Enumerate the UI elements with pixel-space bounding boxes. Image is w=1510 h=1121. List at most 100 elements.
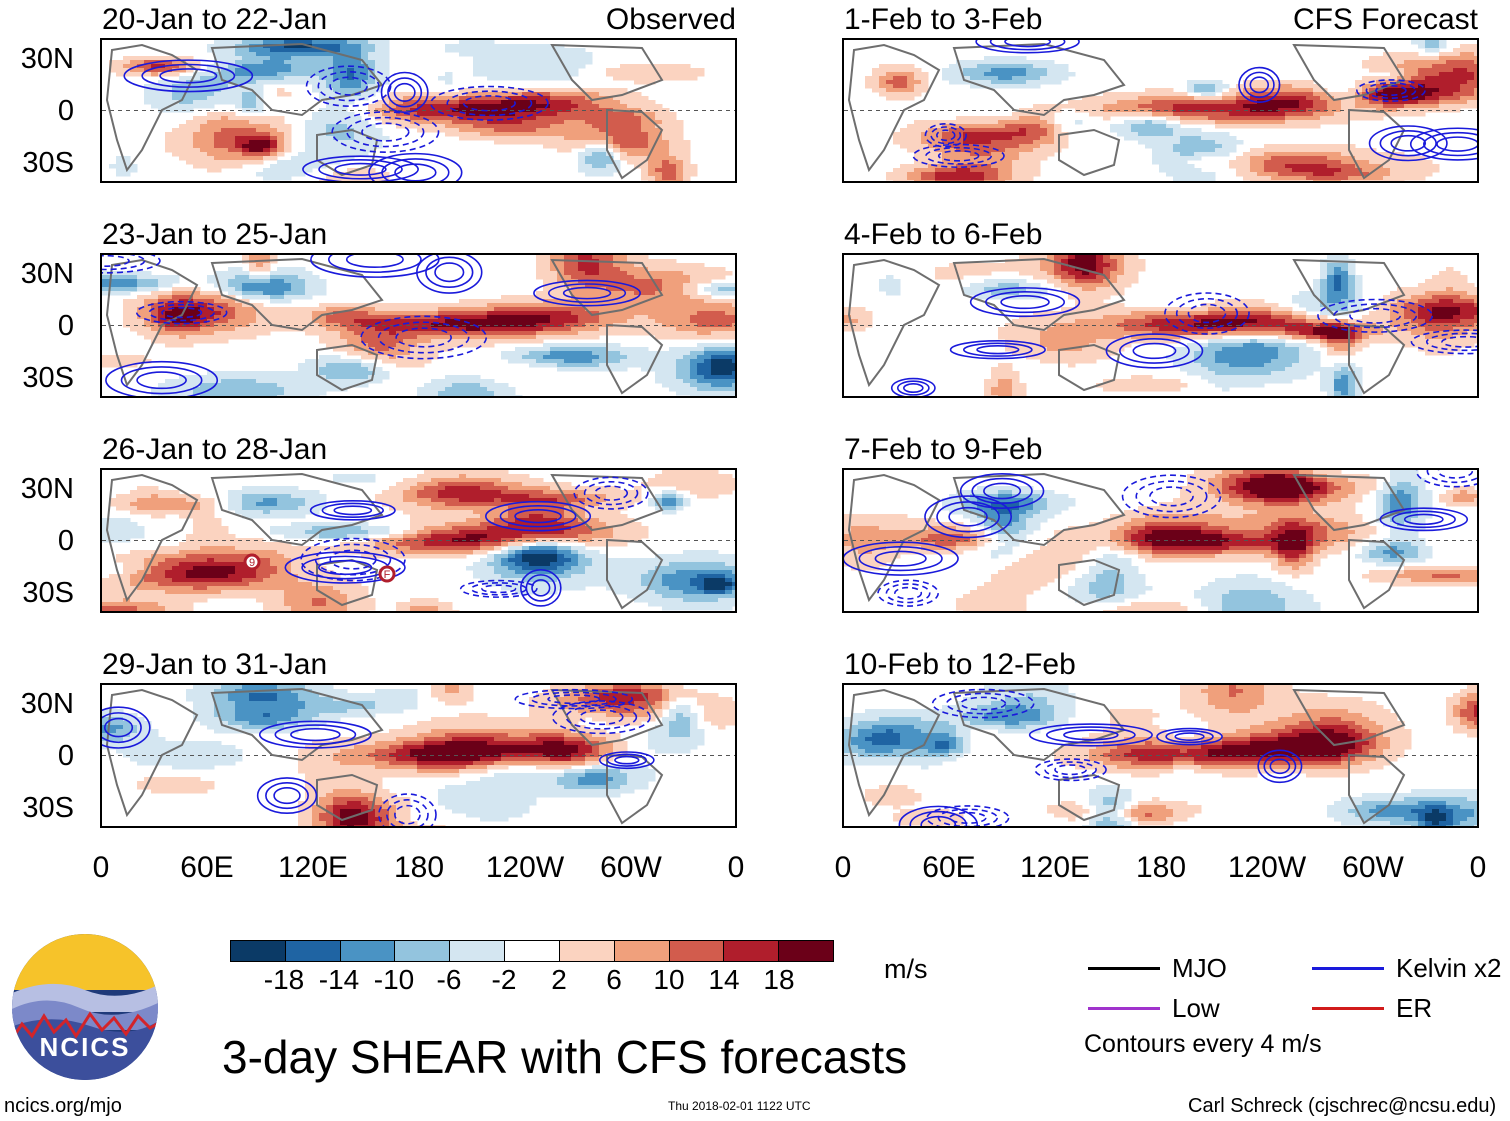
- kelvin-contour: [959, 472, 1045, 509]
- coastline: [316, 773, 379, 822]
- ncics-logo[interactable]: NCICS: [10, 932, 160, 1082]
- forecast-label: CFS Forecast: [1292, 3, 1478, 36]
- coastline: [606, 538, 664, 610]
- kelvin-contour: [877, 579, 939, 607]
- colorbar-tick: -14: [318, 964, 360, 995]
- coastline: [847, 43, 941, 173]
- legend-kelvin-line: [1312, 967, 1384, 970]
- kelvin-contour: [377, 321, 470, 354]
- coastline: [952, 257, 1126, 332]
- kelvin-contour: [896, 380, 930, 396]
- coastline: [1348, 538, 1406, 610]
- contour-note: Contours every 4 m/s: [1084, 1030, 1322, 1058]
- lon-label-0: 0: [92, 851, 110, 884]
- coastline: [105, 43, 199, 173]
- kelvin-contour: [936, 501, 1000, 533]
- lat-label-30s: 30S: [22, 577, 74, 609]
- kelvin-contour: [378, 793, 437, 826]
- kelvin-contour: [903, 383, 924, 394]
- site-link[interactable]: ncics.org/mjo: [4, 1095, 122, 1117]
- kelvin-contour: [102, 255, 161, 274]
- kelvin-contour: [885, 583, 931, 604]
- kelvin-contour: [936, 129, 956, 142]
- kelvin-contour: [1269, 758, 1291, 775]
- storm-marker-label: F: [384, 569, 391, 581]
- observed-label: Observed: [605, 3, 736, 36]
- kelvin-contour: [983, 482, 1022, 500]
- kelvin-contour: [962, 342, 1033, 357]
- kelvin-contour: [105, 360, 219, 396]
- map-panel-obs-1: [100, 38, 737, 183]
- kelvin-contour: [274, 724, 357, 745]
- kelvin-contour: [1375, 85, 1407, 96]
- kelvin-contour: [345, 255, 404, 269]
- coastline: [210, 42, 384, 117]
- kelvin-contour: [937, 808, 998, 826]
- kelvin-contour: [533, 279, 641, 307]
- kelvin-contour: [1054, 764, 1087, 776]
- lon-label-60w: 60W: [600, 851, 662, 884]
- lon-label-120e: 120E: [277, 851, 349, 884]
- kelvin-contour: [393, 82, 416, 102]
- kelvin-contour: [273, 787, 301, 805]
- coastline: [550, 688, 664, 747]
- kelvin-contour: [395, 327, 452, 348]
- colorbar-swatch: [340, 941, 396, 961]
- kelvin-contour: [844, 541, 959, 576]
- lat-label-30s: 30S: [22, 147, 74, 179]
- lat-label-30s: 30S: [22, 792, 74, 824]
- coastline: [210, 687, 384, 762]
- panel-title-fcst-1: 1-Feb to 3-Feb: [844, 3, 1043, 36]
- kelvin-contour: [386, 799, 429, 826]
- kelvin-contour: [894, 586, 923, 600]
- kelvin-contour: [368, 152, 463, 181]
- lon-label-180: 180: [393, 851, 445, 884]
- panel-title-fcst-4: 10-Feb to 12-Feb: [844, 648, 1076, 681]
- coastline: [952, 472, 1126, 547]
- lat-label-eq: 0: [57, 525, 74, 557]
- kelvin-contour: [333, 505, 373, 516]
- kelvin-contour: [606, 753, 648, 767]
- kelvin-contour: [321, 502, 384, 518]
- coastline: [1292, 473, 1406, 532]
- kelvin-contour: [1263, 753, 1297, 779]
- kelvin-contour: [547, 283, 627, 303]
- kelvin-contour: [1403, 513, 1444, 526]
- coastline: [105, 473, 199, 603]
- storm-marker: [243, 553, 261, 571]
- legend-mjo: MJO: [1088, 953, 1227, 984]
- kelvin-contour: [485, 500, 592, 532]
- coastline: [105, 688, 199, 818]
- map-panel-obs-4: [100, 683, 737, 828]
- colorbar-swatch: [724, 941, 780, 961]
- lon-label-0: 0: [834, 851, 852, 884]
- kelvin-contour: [309, 500, 396, 521]
- kelvin-contour: [1045, 726, 1136, 744]
- colorbar-swatch: [395, 941, 451, 961]
- kelvin-contour: [1132, 342, 1177, 360]
- kelvin-contour: [258, 720, 372, 749]
- colorbar-tick: -10: [373, 964, 415, 995]
- kelvin-contour: [931, 688, 1035, 719]
- coastline: [1292, 43, 1406, 102]
- kelvin-contour: [380, 71, 429, 114]
- kelvin-contour: [525, 574, 557, 602]
- kelvin-contour: [416, 255, 483, 294]
- kelvin-contour: [305, 65, 392, 107]
- kelvin-contour: [1135, 480, 1208, 513]
- colorbar: [230, 940, 834, 962]
- kelvin-contour: [346, 116, 425, 148]
- coastline: [1058, 343, 1121, 392]
- kelvin-contour: [459, 579, 538, 598]
- kelvin-contour: [1004, 40, 1052, 48]
- coastline: [316, 343, 379, 392]
- kelvin-contour: [985, 291, 1066, 314]
- kelvin-contour: [1028, 723, 1153, 747]
- map-panel-obs-2: [100, 253, 737, 398]
- kelvin-contour: [334, 162, 387, 176]
- lon-label-60e: 60E: [922, 851, 976, 884]
- kelvin-contour: [971, 477, 1033, 505]
- legend-mjo-line: [1088, 967, 1160, 970]
- kelvin-contour: [1379, 130, 1437, 157]
- kelvin-contour: [331, 111, 440, 153]
